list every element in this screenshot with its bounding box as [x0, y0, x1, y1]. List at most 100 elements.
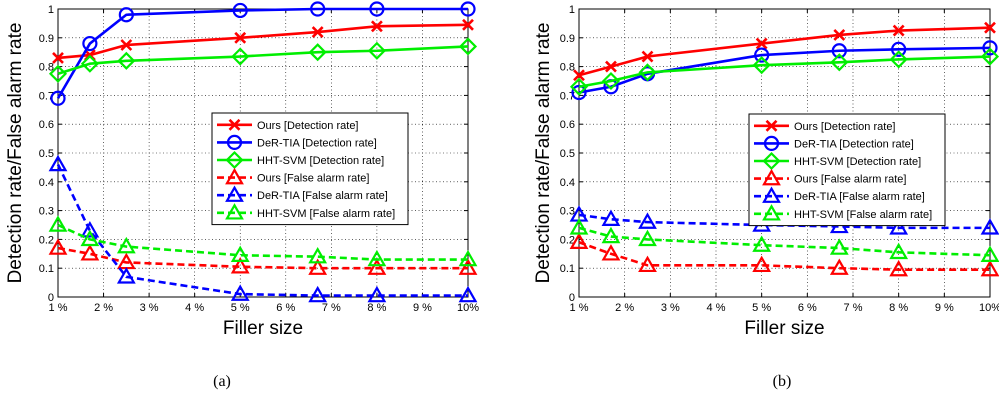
y-tick-label: 0.7 — [560, 90, 575, 102]
series-5-point-4 — [308, 285, 328, 303]
series-5-point-1 — [601, 209, 621, 226]
series-2-point-5 — [891, 41, 907, 57]
x-tick-label: 4 % — [707, 302, 726, 314]
legend-label: HHT-SVM [False alarm rate] — [257, 208, 395, 220]
series-4-line — [57, 246, 468, 270]
legend-entry-3: HHT-SVM [Detection rate] — [217, 150, 384, 170]
legend-entry-2: DeR-TIA [Detection rate] — [217, 134, 377, 150]
series-3-point-3 — [752, 56, 771, 75]
series-3-point-2 — [638, 63, 657, 82]
y-tick-label: 0.8 — [560, 62, 575, 74]
y-tick-label: 1 — [569, 4, 575, 16]
series-2-point-1 — [82, 35, 98, 52]
series-3-point-4 — [830, 53, 849, 72]
x-tick-label: 1 % — [570, 302, 589, 314]
legend-marker-point-0 — [228, 118, 241, 131]
series-1-point-6 — [462, 18, 474, 31]
series-1-point-3 — [755, 37, 768, 50]
series-4-point-1 — [80, 244, 100, 261]
series-5-point-3 — [230, 284, 250, 301]
series-3 — [48, 37, 478, 83]
series-2-point-2 — [118, 7, 134, 23]
x-tick-label: 3 % — [661, 302, 680, 314]
y-tick-label: 0.6 — [39, 119, 54, 131]
legend-marker-point-5 — [762, 204, 781, 221]
y-tick-label: 0.1 — [560, 263, 575, 275]
series-3-point-5 — [889, 50, 908, 69]
series-3-line — [57, 45, 469, 76]
series-2-line — [578, 46, 991, 94]
x-tick-label: 9 % — [413, 302, 432, 314]
series-4-point-5 — [889, 259, 909, 277]
y-tick-label: 0.2 — [39, 234, 54, 246]
legend-entry-5: DeR-TIA [False alarm rate] — [754, 186, 925, 203]
series-6 — [48, 215, 478, 267]
series-5-point-2 — [638, 212, 657, 229]
series-2-point-3 — [754, 47, 770, 63]
y-tick-label: 0.2 — [560, 234, 575, 246]
y-tick-label: 0.3 — [560, 206, 575, 218]
series-3-point-1 — [601, 71, 621, 91]
series-4-line — [578, 241, 990, 271]
y-axis-label: Detection rate/False alarm rate — [5, 23, 26, 284]
legend-entry-1: Ours [Detection rate] — [217, 118, 359, 132]
series-2-point-3 — [232, 2, 248, 19]
x-tick-label: 6 % — [798, 302, 817, 314]
legend-label: HHT-SVM [False alarm rate] — [794, 209, 932, 221]
series-4-point-5 — [367, 258, 387, 275]
chart-panel-1: 1 % 2 % 3 % 4 % 5 % 6 % 7 % 8 % 9 % 10% 0 0.1 0.2 0.3… — [5, 1, 479, 390]
legend-marker-point-3 — [225, 167, 244, 185]
series-1-point-4 — [833, 29, 846, 41]
y-tick-label: 0 — [569, 292, 575, 304]
legend-entry-2: DeR-TIA [Detection rate] — [754, 135, 914, 151]
series-5-point-1 — [80, 221, 100, 238]
series-6-point-1 — [601, 226, 621, 244]
legend-label: DeR-TIA [False alarm rate] — [257, 190, 388, 202]
legend-label: DeR-TIA [Detection rate] — [794, 138, 914, 150]
y-tick-label: 0.4 — [39, 177, 54, 189]
legend-label: Ours [Detection rate] — [794, 121, 896, 133]
series-6-point-3 — [752, 235, 772, 252]
series-6-point-0 — [48, 215, 68, 232]
series-5-point-2 — [116, 267, 136, 284]
y-tick-label: 0.4 — [560, 177, 575, 189]
legend-entry-4: Ours [False alarm rate] — [754, 168, 906, 186]
legend-label: Ours [False alarm rate] — [257, 173, 369, 185]
series-2-point-4 — [310, 1, 326, 17]
series-5-point-5 — [889, 218, 909, 235]
series-6-point-6 — [980, 245, 999, 262]
series-4-point-3 — [230, 257, 250, 274]
series-5-point-0 — [48, 154, 68, 172]
series-6-point-5 — [889, 242, 909, 260]
series-4-point-4 — [308, 258, 328, 275]
legend-label: Ours [False alarm rate] — [794, 174, 906, 186]
series-2-point-4 — [831, 43, 847, 59]
x-tick-label: 8 % — [367, 302, 386, 314]
legend-marker-point-3 — [762, 168, 781, 186]
x-axis-label: Filler size — [744, 318, 824, 339]
series-6-point-0 — [569, 218, 589, 235]
x-tick-label: 10% — [457, 302, 479, 314]
legend-marker-point-4 — [225, 185, 244, 202]
y-tick-label: 1 — [48, 4, 54, 16]
legend-entry-6: HHT-SVM [False alarm rate] — [217, 203, 395, 220]
legend-marker-point-2 — [762, 151, 781, 171]
series-6-line — [578, 226, 991, 257]
ticks: 1 % 2 % 3 % 4 % 5 % 6 % 7 % 8 % 9 % 10% 0 0.1 0.2 0.3… — [560, 4, 999, 314]
x-tick-label: 9 % — [935, 302, 954, 314]
legend-marker-point-4 — [762, 186, 781, 203]
series-5-point-6 — [980, 218, 999, 235]
series-1-point-1 — [605, 60, 617, 73]
y-tick-label: 0.8 — [39, 62, 54, 74]
legend-marker-point-5 — [225, 203, 244, 220]
series-3 — [569, 47, 999, 96]
series-4 — [48, 238, 478, 275]
x-tick-label: 1 % — [49, 302, 68, 314]
series-3-point-0 — [569, 77, 589, 96]
legend: Ours [Detection rate] DeR-TIA [Detection … — [211, 112, 409, 226]
x-tick-label: 5 % — [752, 302, 771, 314]
series-4-point-0 — [48, 238, 68, 255]
chart-panel-2: 1 % 2 % 3 % 4 % 5 % 6 % 7 % 8 % 9 % 10% 0 0.1 0.2 0.3… — [533, 4, 999, 390]
series-5-line — [578, 213, 990, 230]
legend-marker-point-1 — [763, 135, 780, 151]
